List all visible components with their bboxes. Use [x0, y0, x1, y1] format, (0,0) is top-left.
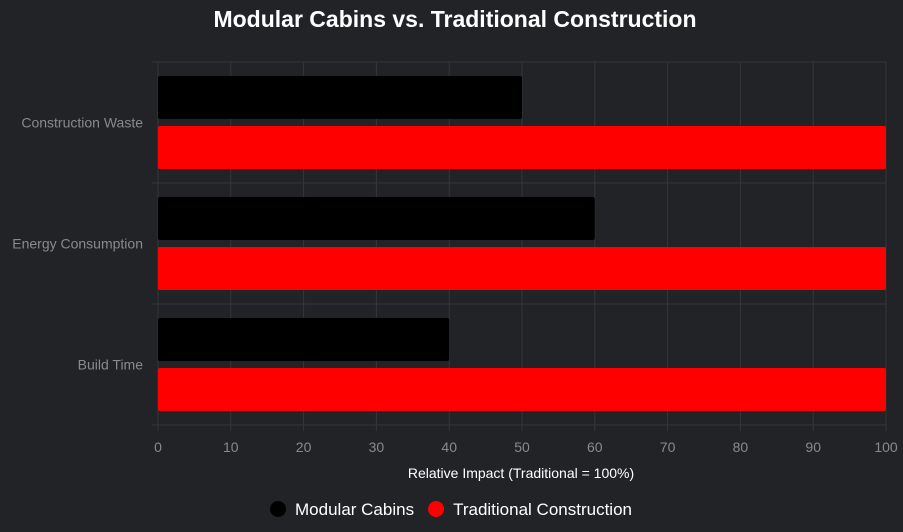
legend: Modular Cabins Traditional Construction: [270, 500, 632, 519]
x-tick-label: 80: [733, 439, 749, 455]
x-tick-label: 90: [805, 439, 821, 455]
chart-title: Modular Cabins vs. Traditional Construct…: [213, 6, 696, 32]
bar-modular-cabins[interactable]: [158, 197, 595, 240]
x-tick-label: 0: [154, 439, 162, 455]
category-label: Construction Waste: [21, 115, 143, 131]
legend-label: Traditional Construction: [453, 500, 632, 519]
grid-lines: [152, 61, 887, 431]
x-tick-label: 20: [296, 439, 312, 455]
bar-traditional-construction[interactable]: [158, 247, 886, 290]
x-tick-label: 30: [369, 439, 385, 455]
x-tick-label: 70: [660, 439, 676, 455]
bar-traditional-construction[interactable]: [158, 368, 886, 411]
category-label: Energy Consumption: [12, 236, 143, 252]
x-tick-label: 60: [587, 439, 603, 455]
category-labels: Construction Waste Energy Consumption Buil…: [12, 115, 143, 373]
legend-marker: [270, 501, 287, 517]
x-tick-label: 40: [441, 439, 457, 455]
bar-modular-cabins[interactable]: [158, 76, 522, 119]
category-label: Build Time: [78, 357, 144, 373]
x-tick-label: 10: [223, 439, 239, 455]
legend-item[interactable]: Modular Cabins: [270, 500, 414, 519]
x-tick-labels: 0 10 20 30 40 50 60 70 80 90 100: [154, 439, 898, 455]
x-tick-label: 100: [874, 439, 898, 455]
bars: [158, 76, 886, 411]
x-tick-label: 50: [514, 439, 530, 455]
legend-label: Modular Cabins: [295, 500, 414, 519]
x-axis-label: Relative Impact (Traditional = 100%): [408, 465, 634, 481]
bar-traditional-construction[interactable]: [158, 126, 886, 169]
legend-marker: [428, 501, 445, 517]
bar-modular-cabins[interactable]: [158, 318, 450, 361]
legend-item[interactable]: Traditional Construction: [428, 500, 632, 519]
